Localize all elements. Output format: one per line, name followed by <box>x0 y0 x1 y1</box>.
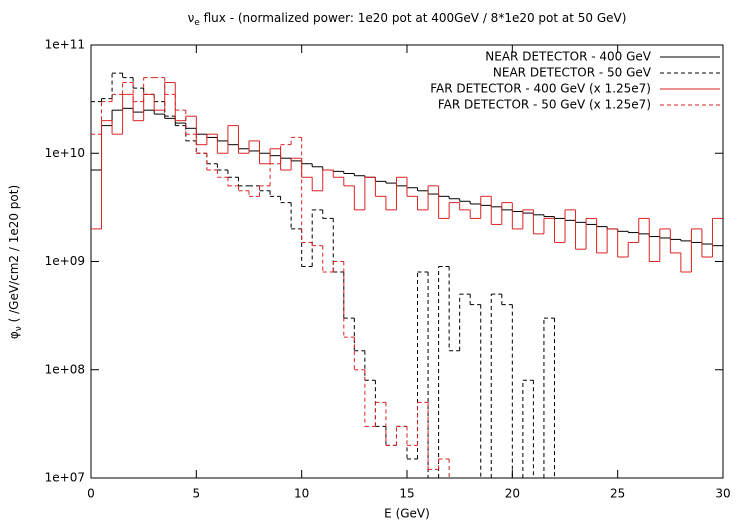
y-tick-label: 1e+11 <box>45 38 85 52</box>
legend-label: FAR DETECTOR - 50 GeV (x 1.25e7) <box>438 98 651 112</box>
legend-label: NEAR DETECTOR - 50 GeV <box>493 66 652 80</box>
y-label-symbol: φ <box>7 331 21 339</box>
x-tick-label: 30 <box>715 487 730 501</box>
legend-label: FAR DETECTOR - 400 GeV (x 1.25e7) <box>430 82 651 96</box>
x-tick-label: 25 <box>610 487 625 501</box>
title-subscript: e <box>194 18 200 28</box>
chart-title: νe flux - (normalized power: 1e20 pot at… <box>188 11 627 28</box>
x-tick-label: 10 <box>294 487 309 501</box>
x-tick-label: 20 <box>505 487 520 501</box>
y-tick-label: 1e+10 <box>45 146 85 160</box>
y-label-text: ( /GeV/cm2 / 1e20 pot) <box>7 185 21 326</box>
title-symbol: ν <box>188 11 195 25</box>
y-tick-label: 1e+09 <box>45 254 85 268</box>
y-axis-label: φν ( /GeV/cm2 / 1e20 pot) <box>7 185 24 339</box>
y-label-subscript: ν <box>14 326 24 331</box>
legend-label: NEAR DETECTOR - 400 GeV <box>485 50 652 64</box>
x-axis-label: E (GeV) <box>384 507 430 521</box>
title-text: flux - (normalized power: 1e20 pot at 40… <box>200 11 627 25</box>
y-tick-label: 1e+08 <box>45 362 85 376</box>
x-tick-label: 15 <box>399 487 414 501</box>
y-tick-label: 1e+07 <box>45 471 85 485</box>
x-tick-label: 5 <box>193 487 201 501</box>
x-tick-label: 0 <box>87 487 95 501</box>
